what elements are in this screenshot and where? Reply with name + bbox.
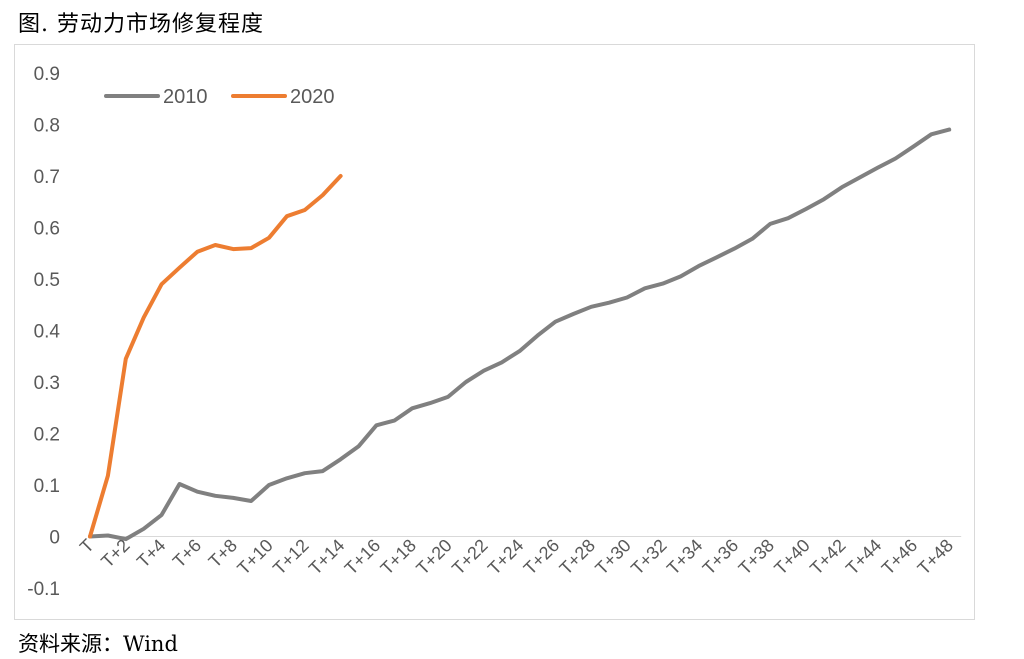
y-tick-label: 0.1	[34, 476, 60, 497]
series-line-2020	[88, 174, 343, 539]
series-line-2010	[88, 127, 952, 542]
x-tick-label: T+38	[735, 535, 779, 579]
x-tick-label: T+30	[591, 535, 635, 579]
y-tick-label: 0.9	[34, 64, 60, 85]
x-tick-label: T+6	[169, 535, 205, 571]
x-tick-label: T+18	[377, 535, 421, 579]
x-tick-label: T+22	[448, 535, 492, 579]
x-tick-label: T+34	[663, 535, 707, 579]
x-tick-label: T+36	[699, 535, 743, 579]
x-tick-label: T+44	[842, 535, 886, 579]
x-tick-label: T+46	[878, 535, 922, 579]
x-tick-label: T+32	[627, 535, 671, 579]
x-tick-label: T	[76, 535, 98, 557]
x-tick-label: T+10	[233, 535, 277, 579]
x-tick-label: T+4	[133, 535, 169, 571]
x-tick-label: T+28	[556, 535, 600, 579]
source-note: 资料来源：Wind	[18, 632, 178, 656]
x-tick-label: T+14	[305, 535, 349, 579]
legend-label-2020: 2020	[290, 86, 335, 108]
y-tick-label: 0.3	[34, 373, 60, 394]
x-tick-label: T+16	[341, 535, 385, 579]
y-tick-label: -0.1	[27, 579, 60, 600]
x-tick-label: T+20	[412, 535, 456, 579]
x-tick-label: T+26	[520, 535, 564, 579]
x-tick-label: T+2	[97, 535, 133, 571]
y-tick-label: 0.4	[34, 322, 61, 343]
line-chart: -0.100.10.20.30.40.50.60.70.80.9T T+2 T+4 T…	[27, 64, 962, 600]
y-tick-label: 0	[49, 528, 60, 549]
y-tick-label: 0.6	[34, 219, 60, 240]
y-tick-label: 0.8	[34, 116, 60, 137]
y-tick-label: 0.7	[34, 167, 60, 188]
y-tick-label: 0.2	[34, 425, 60, 446]
chart-frame: -0.1 0 0.1 0.2 0.3 0.4 0.5 0.6 0.7 0.8 0.9 T T+2 T+4 T…	[14, 44, 975, 620]
x-tick-label: T+24	[484, 535, 528, 579]
x-tick-label: T+40	[770, 535, 814, 579]
x-tick-label: T+48	[914, 535, 958, 579]
legend-label-2010: 2010	[163, 86, 208, 108]
x-tick-label: T+12	[269, 535, 313, 579]
y-tick-label: 0.5	[34, 270, 60, 291]
figure-title: 图. 劳动力市场修复程度	[18, 12, 264, 37]
x-tick-label: T+42	[806, 535, 850, 579]
